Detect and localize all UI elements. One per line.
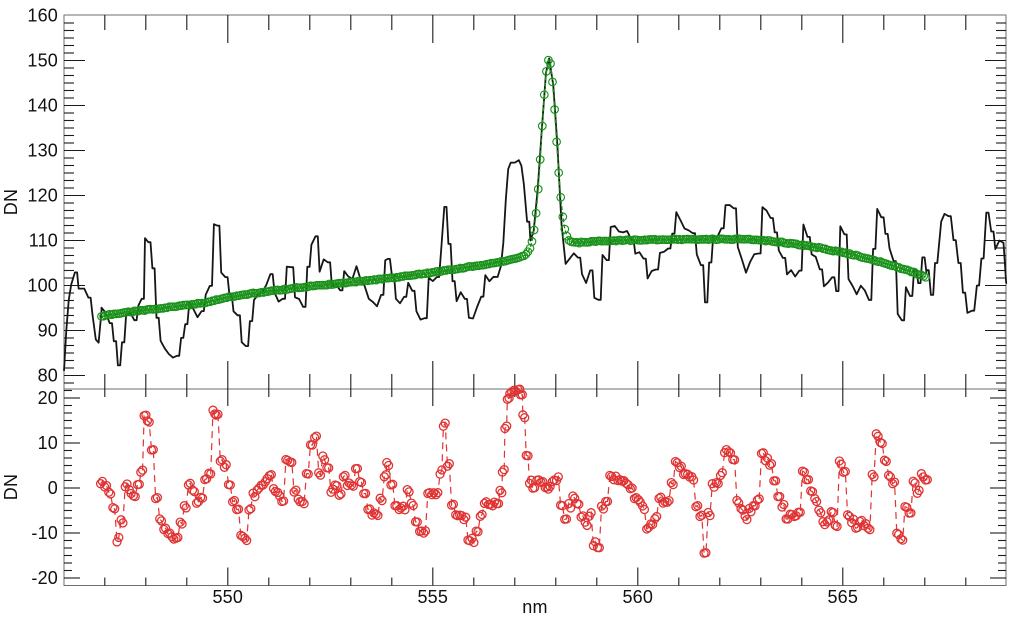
svg-text:0: 0 <box>48 478 58 498</box>
svg-text:560: 560 <box>622 587 653 607</box>
svg-text:550: 550 <box>212 587 243 607</box>
svg-text:-10: -10 <box>31 523 58 543</box>
svg-text:555: 555 <box>417 587 448 607</box>
svg-text:DN: DN <box>1 189 21 215</box>
svg-text:160: 160 <box>27 6 58 26</box>
svg-text:nm: nm <box>522 597 547 617</box>
svg-text:110: 110 <box>29 231 58 251</box>
svg-text:90: 90 <box>38 321 58 341</box>
svg-text:565: 565 <box>827 587 858 607</box>
svg-text:20: 20 <box>38 388 58 408</box>
svg-text:120: 120 <box>27 186 58 206</box>
svg-text:10: 10 <box>38 433 58 453</box>
svg-text:150: 150 <box>27 51 58 71</box>
svg-text:-20: -20 <box>31 568 58 588</box>
svg-text:DN: DN <box>1 474 21 500</box>
svg-text:80: 80 <box>38 366 58 386</box>
svg-text:100: 100 <box>27 276 58 296</box>
svg-text:130: 130 <box>27 141 58 161</box>
svg-text:140: 140 <box>27 96 58 116</box>
